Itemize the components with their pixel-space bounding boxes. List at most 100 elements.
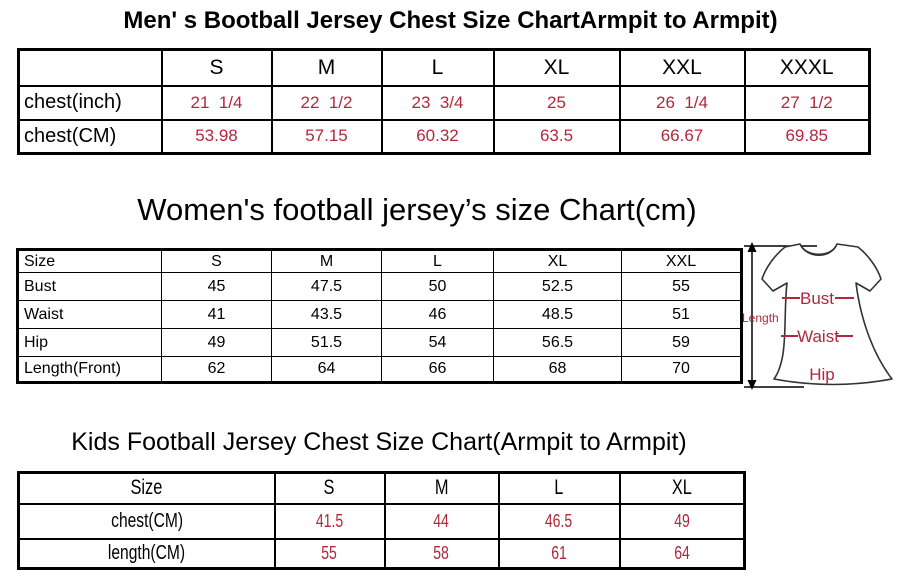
waist-label: Waist xyxy=(797,327,839,346)
value-cell: 52.5 xyxy=(493,272,622,301)
header-cell: L xyxy=(381,249,494,273)
value-cell: 25 xyxy=(492,84,621,121)
value-cell: 60.32 xyxy=(380,118,495,155)
header-cell: L xyxy=(497,471,621,505)
table-row: Waist 41 43.5 46 48.5 51 xyxy=(17,300,742,329)
header-cell: M xyxy=(383,471,500,505)
value-text: 58 xyxy=(433,542,450,563)
header-cell: XXXL xyxy=(743,48,871,87)
row-label-text: length(CM) xyxy=(108,541,186,564)
value-cell: 41.5 xyxy=(273,502,386,540)
value-cell: 66.67 xyxy=(618,118,746,155)
value-text: 61 xyxy=(551,542,567,563)
kids-chart-title: Kids Football Jersey Chest Size Chart(Ar… xyxy=(71,428,687,456)
row-label-cell: Bust xyxy=(17,272,162,301)
table-header-row: Size S M L XL XXL xyxy=(17,249,742,273)
value-cell: 22 1/2 xyxy=(270,84,383,121)
header-cell: S xyxy=(273,471,386,505)
men-chart-title: Men' s Bootball Jersey Chest Size ChartA… xyxy=(123,7,778,34)
value-cell: 55 xyxy=(273,537,386,570)
header-cell: XL xyxy=(492,48,621,87)
row-label-cell: Hip xyxy=(17,328,162,357)
length-arrow xyxy=(744,242,817,390)
value-cell: 26 1/4 xyxy=(618,84,746,121)
value-text: 41.5 xyxy=(315,510,344,531)
row-label-text: chest(CM) xyxy=(110,509,183,532)
value-cell: 51 xyxy=(621,300,742,329)
header-cell: S xyxy=(160,48,273,87)
header-cell: XL xyxy=(493,249,622,273)
header-cell: XL xyxy=(618,471,746,505)
value-cell: 53.98 xyxy=(160,118,273,155)
value-cell: 51.5 xyxy=(271,328,382,357)
header-cell: Size xyxy=(17,471,276,505)
value-cell: 57.15 xyxy=(270,118,383,155)
value-cell: 59 xyxy=(621,328,742,357)
value-cell: 44 xyxy=(383,502,500,540)
row-label-cell: chest(CM) xyxy=(17,118,163,155)
value-cell: 69.85 xyxy=(743,118,871,155)
header-text: Size xyxy=(130,476,163,500)
value-cell: 64 xyxy=(271,356,382,383)
value-cell: 27 1/2 xyxy=(743,84,871,121)
header-cell: M xyxy=(270,48,383,87)
hip-label: Hip xyxy=(809,365,835,384)
header-cell: S xyxy=(161,249,272,273)
row-label-cell: Waist xyxy=(17,300,162,329)
header-text: S xyxy=(324,476,335,500)
table-row: length(CM) 55 58 61 64 xyxy=(17,537,746,570)
value-cell: 61 xyxy=(497,537,621,570)
row-label-cell: chest(inch) xyxy=(17,84,163,121)
row-label-cell: length(CM) xyxy=(17,537,276,570)
value-cell: 64 xyxy=(618,537,746,570)
value-cell: 49 xyxy=(161,328,272,357)
header-cell: XXL xyxy=(621,249,742,273)
table-row: Length(Front) 62 64 66 68 70 xyxy=(17,356,742,383)
header-cell: Size xyxy=(17,249,162,273)
kids-size-table: Size S M L XL chest(CM) 41.5 44 46.5 49 … xyxy=(17,471,746,570)
value-text: 55 xyxy=(321,542,338,563)
value-text: 46.5 xyxy=(545,510,573,531)
tshirt-measurement-diagram: Length Bust Waist Hip xyxy=(742,242,893,390)
row-label-cell: Length(Front) xyxy=(17,356,162,383)
row-label-cell: chest(CM) xyxy=(17,502,276,540)
value-cell: 23 3/4 xyxy=(380,84,495,121)
value-cell: 49 xyxy=(618,502,746,540)
value-cell: 66 xyxy=(381,356,494,383)
header-cell: L xyxy=(380,48,495,87)
value-cell: 63.5 xyxy=(492,118,621,155)
measure-lines xyxy=(781,297,854,337)
header-text: M xyxy=(434,476,449,500)
table-row: Bust 45 47.5 50 52.5 55 xyxy=(17,272,742,301)
men-size-table: S M L XL XXL XXXL chest(inch) 21 1/4 22 … xyxy=(17,48,871,155)
value-cell: 68 xyxy=(493,356,622,383)
value-text: 64 xyxy=(673,542,690,563)
value-cell: 58 xyxy=(383,537,500,570)
length-label: Length xyxy=(742,311,779,325)
table-row: chest(CM) 41.5 44 46.5 49 xyxy=(17,502,746,540)
value-cell: 70 xyxy=(621,356,742,383)
table-header-row: S M L XL XXL XXXL xyxy=(17,48,871,87)
table-row: chest(inch) 21 1/4 22 1/2 23 3/4 25 26 1… xyxy=(17,84,871,121)
header-cell xyxy=(17,48,163,87)
header-text: XL xyxy=(671,476,692,500)
table-header-row: Size S M L XL xyxy=(17,471,746,505)
value-text: 44 xyxy=(433,510,450,531)
value-cell: 46.5 xyxy=(497,502,621,540)
value-cell: 47.5 xyxy=(271,272,382,301)
header-cell: XXL xyxy=(618,48,746,87)
value-cell: 41 xyxy=(161,300,272,329)
women-size-table: Size S M L XL XXL Bust 45 47.5 50 52.5 5… xyxy=(16,248,743,384)
bust-label: Bust xyxy=(800,289,834,308)
value-cell: 54 xyxy=(381,328,494,357)
header-cell: M xyxy=(271,249,382,273)
header-text: L xyxy=(554,476,564,500)
table-row: Hip 49 51.5 54 56.5 59 xyxy=(17,328,742,357)
value-cell: 50 xyxy=(381,272,494,301)
value-cell: 21 1/4 xyxy=(160,84,273,121)
value-text: 49 xyxy=(673,510,690,531)
value-cell: 55 xyxy=(621,272,742,301)
value-cell: 43.5 xyxy=(271,300,382,329)
value-cell: 48.5 xyxy=(493,300,622,329)
